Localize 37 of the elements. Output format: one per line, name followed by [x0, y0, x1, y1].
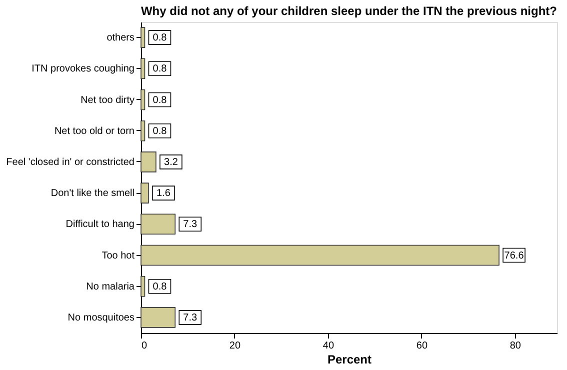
- y-tick-label: Difficult to hang: [66, 219, 134, 230]
- bar: [140, 58, 146, 80]
- y-tick-label: Net too dirty: [80, 94, 134, 106]
- x-tick-label: 60: [416, 340, 428, 352]
- bar: [140, 27, 146, 48]
- bar: [140, 214, 176, 235]
- y-tick-label: Don't like the smell: [50, 188, 134, 200]
- bar: [140, 276, 146, 297]
- x-axis-title: Percent: [327, 352, 372, 366]
- data-label: 7.3: [183, 312, 198, 324]
- data-label: 0.8: [152, 126, 168, 137]
- x-tick-label: 20: [229, 340, 241, 352]
- bar: [140, 152, 156, 172]
- y-tick-label: ITN provokes coughing: [32, 64, 134, 75]
- data-label: 7.3: [183, 219, 198, 230]
- x-tick-label: 80: [510, 340, 522, 352]
- data-label: 0.8: [152, 281, 168, 292]
- bar: [140, 120, 146, 142]
- x-tick-label: 40: [322, 340, 334, 352]
- y-tick-label: No mosquitoes: [68, 312, 134, 324]
- data-label: 0.8: [152, 64, 168, 75]
- data-label: 1.6: [156, 188, 171, 200]
- y-tick-label: No malaria: [86, 281, 135, 292]
- bar: [140, 244, 500, 266]
- data-label: 3.2: [164, 156, 178, 168]
- bar: [140, 182, 149, 204]
- data-label: 0.8: [152, 94, 168, 106]
- x-tick-label: 0: [142, 340, 148, 352]
- y-tick-label: Too hot: [102, 250, 135, 262]
- bar: [140, 89, 146, 110]
- y-tick-label: others: [106, 32, 134, 44]
- data-label: 0.8: [152, 32, 168, 44]
- y-tick-label: Feel 'closed in' or constricted: [6, 156, 134, 168]
- chart-title: Why did not any of your children sleep under the ITN the previous night?: [140, 4, 558, 18]
- data-label: 76.6: [504, 250, 524, 262]
- y-tick-label: Net too old or torn: [54, 126, 134, 137]
- bar: [140, 307, 176, 328]
